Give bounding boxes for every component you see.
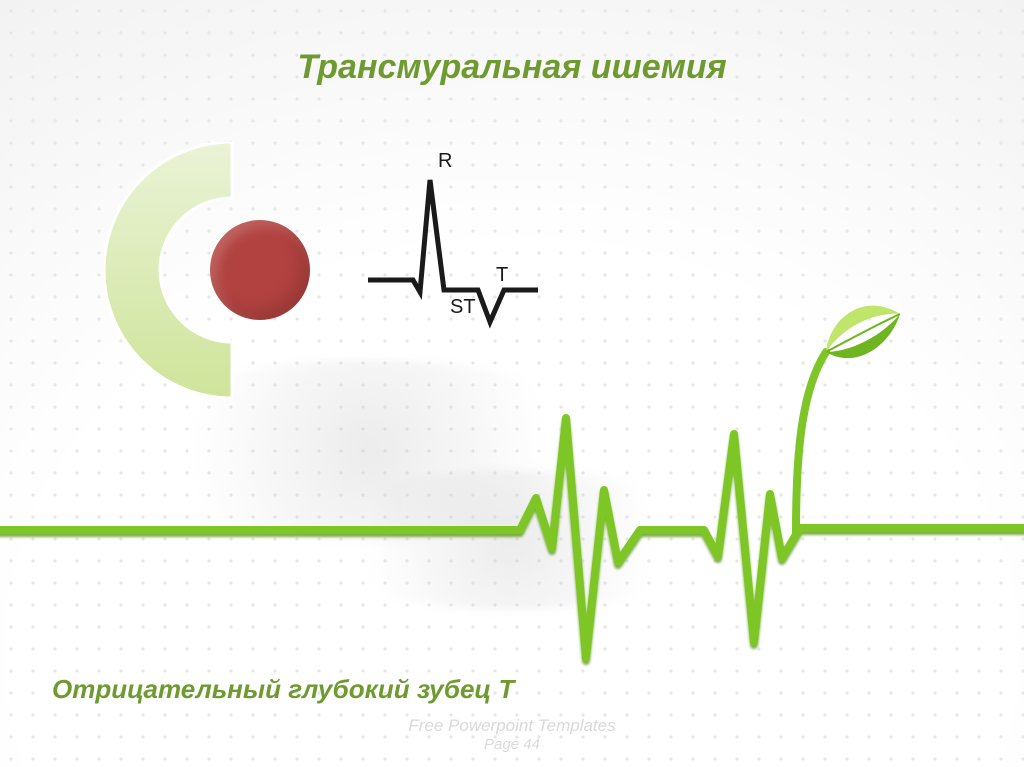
ecg-label-t: T xyxy=(496,264,508,287)
page-subtitle: Отрицательный глубокий зубец Т xyxy=(52,674,514,705)
ecg-small-diagram: R T ST xyxy=(358,140,548,330)
watermark-line1: Free Powerpoint Templates xyxy=(0,716,1024,736)
ecg-label-st: ST xyxy=(450,296,476,319)
green-ecg-line xyxy=(0,330,1024,690)
red-circle xyxy=(210,220,310,320)
watermark-line2: Page 44 xyxy=(0,736,1024,753)
green-ecg-path xyxy=(0,418,1024,658)
watermark: Free Powerpoint Templates Page 44 xyxy=(0,716,1024,753)
ecg-label-r: R xyxy=(438,150,452,173)
page-title: Трансмуральная ишемия xyxy=(0,48,1024,87)
